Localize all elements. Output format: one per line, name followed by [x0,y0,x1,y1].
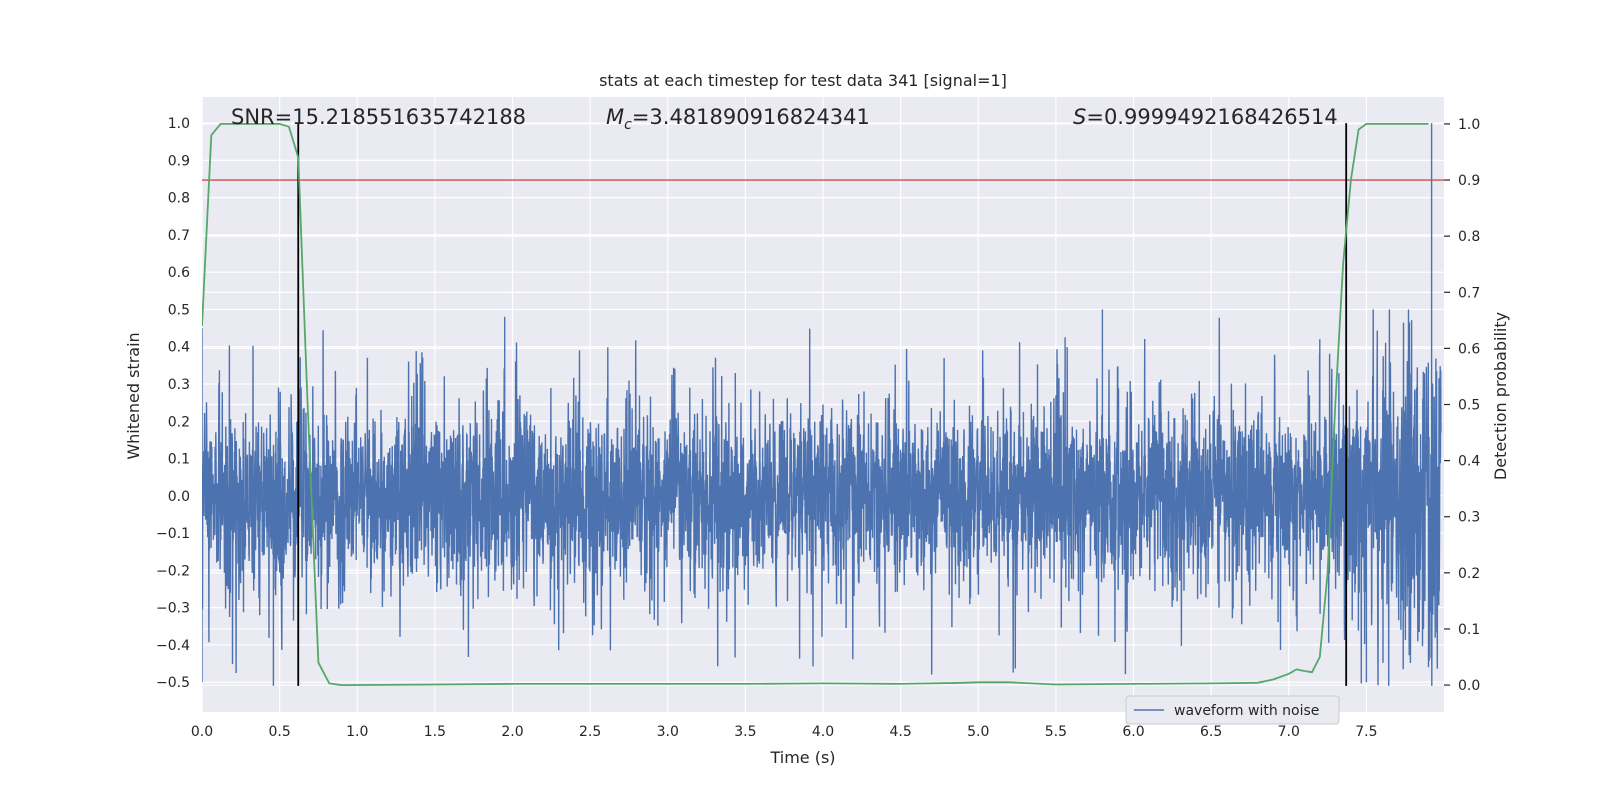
y-tick-label: −0.3 [156,601,190,617]
x-tick-label: 5.0 [967,724,989,740]
x-tick-label: 6.0 [1122,724,1144,740]
y2-tick-label: 1.0 [1458,117,1480,133]
y-tick-label: 1.0 [168,116,190,132]
y-tick-label: 0.5 [168,302,190,318]
y2-axis-label: Detection probability [1491,312,1510,480]
y2-tick-label: 0.0 [1458,678,1480,694]
y-axis-label: Whitened strain [124,332,143,459]
y2-tick-label: 0.8 [1458,229,1480,245]
legend-label-waveform: waveform with noise [1174,703,1319,719]
x-tick-label: 7.0 [1278,724,1300,740]
y2-tick-label: 0.1 [1458,622,1480,638]
snr-annotation: SNR=15.218551635742188 [231,105,526,129]
x-tick-label: 0.5 [268,724,290,740]
x-tick-label: 1.5 [424,724,446,740]
x-tick-label: 1.0 [346,724,368,740]
x-axis-label: Time (s) [769,748,835,767]
x-tick-label: 2.5 [579,724,601,740]
y2-tick-label: 0.4 [1458,454,1480,470]
y2-tick-label: 0.3 [1458,510,1480,526]
y-tick-label: 0.2 [168,414,190,430]
y-axis-ticks: −0.5 −0.4 −0.3 −0.2 −0.1 0.0 0.1 0.2 0.3 0.4 0.5 0.… [156,116,190,691]
waveform-series [202,123,1442,686]
y-tick-label: −0.1 [156,526,190,542]
y2-axis-ticks: 0.0 0.1 0.2 0.3 0.4 0.5 0.6 0.7 0.8 0.9 1.0 [1444,117,1480,694]
y-tick-label: 0.1 [168,452,190,468]
legend-box [1125,695,1340,725]
y-tick-label: −0.4 [156,638,190,654]
x-tick-label: 6.5 [1200,724,1222,740]
x-tick-label: 3.5 [734,724,756,740]
y-tick-label: 0.7 [168,228,190,244]
x-tick-label: 4.0 [812,724,834,740]
significance-annotation: S=0.9999492168426514 [1073,105,1338,129]
y-tick-label: 0.3 [168,377,190,393]
event-markers [297,123,1348,686]
legend: waveform with noise [1125,695,1340,725]
y2-tick-label: 0.9 [1458,173,1480,189]
x-tick-label: 3.0 [657,724,679,740]
x-tick-label: 5.5 [1045,724,1067,740]
y-tick-label: 0.9 [168,153,190,169]
y-tick-label: −0.5 [156,675,190,691]
chirp-mass-annotation: Mc=3.481890916824341 [606,105,870,133]
x-tick-label: 7.5 [1355,724,1377,740]
y2-tick-label: 0.6 [1458,341,1480,357]
y2-tick-label: 0.7 [1458,285,1480,301]
y-tick-label: 0.0 [168,489,190,505]
y-tick-label: 0.4 [168,340,190,356]
y-tick-label: −0.2 [156,563,190,579]
y2-tick-label: 0.2 [1458,566,1480,582]
x-tick-label: 2.0 [501,724,523,740]
y-tick-label: 0.8 [168,191,190,207]
detection-probability-series [202,123,1429,687]
y2-tick-label: 0.5 [1458,398,1480,414]
plot-content [202,123,1444,687]
x-axis-ticks: 0.0 0.5 1.0 1.5 2.0 2.5 3.0 3.5 4.0 4.5 5.0 5.5 6.0 6… [191,724,1378,740]
x-tick-label: 4.5 [889,724,911,740]
x-tick-label: 0.0 [191,724,213,740]
chart-title: stats at each timestep for test data 341… [599,71,1007,90]
y-tick-label: 0.6 [168,265,190,281]
